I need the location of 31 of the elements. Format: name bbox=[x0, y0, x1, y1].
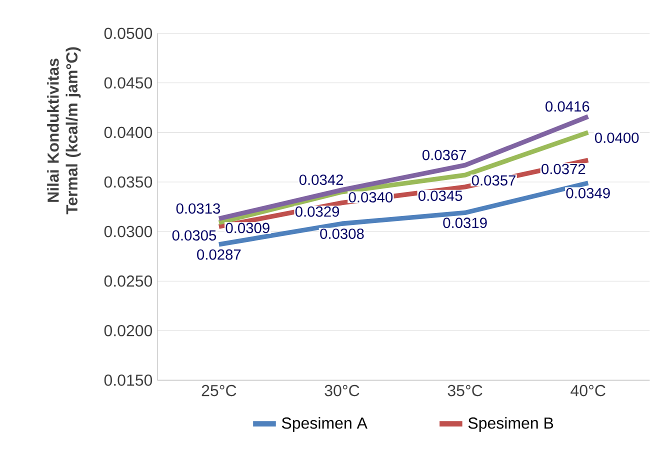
y-tick-label: 0.0500 bbox=[104, 28, 152, 40]
legend-label: Spesimen B bbox=[468, 417, 554, 432]
y-tick-label: 0.0200 bbox=[104, 325, 152, 336]
y-axis-title: Nilai Konduktivitas Termal (kcal/m jam°C) bbox=[47, 47, 81, 214]
data-label: 0.0416 bbox=[546, 101, 590, 112]
y-tick-label: 0.0450 bbox=[104, 77, 152, 89]
data-label: 0.0367 bbox=[422, 150, 466, 160]
y-tick-label: 0.0250 bbox=[104, 275, 152, 287]
y-tick-label: 0.0150 bbox=[104, 374, 152, 386]
x-tick-label: 35°C bbox=[448, 384, 482, 396]
data-label: 0.0287 bbox=[197, 249, 241, 260]
data-label: 0.0345 bbox=[418, 190, 462, 201]
data-label: 0.0329 bbox=[295, 206, 340, 217]
data-label: 0.0349 bbox=[566, 188, 610, 198]
data-label: 0.0342 bbox=[299, 174, 343, 186]
y-tick-label: 0.0400 bbox=[104, 126, 152, 138]
data-label: 0.0357 bbox=[472, 175, 516, 186]
y-tick-label: 0.0350 bbox=[104, 176, 152, 188]
x-tick-label: 40°C bbox=[570, 384, 606, 396]
x-tick-label: 25°C bbox=[202, 384, 236, 396]
data-label: 0.0313 bbox=[176, 203, 220, 214]
data-label: 0.0372 bbox=[542, 164, 586, 174]
data-label: 0.0340 bbox=[348, 192, 393, 202]
data-label: 0.0305 bbox=[172, 230, 216, 241]
x-tick-label: 30°C bbox=[324, 384, 360, 396]
data-label: 0.0308 bbox=[320, 228, 364, 239]
y-tick-label: 0.0300 bbox=[104, 226, 152, 238]
legend-label: Spesimen A bbox=[282, 417, 368, 432]
data-label: 0.0400 bbox=[594, 132, 639, 144]
data-label: 0.0319 bbox=[443, 218, 487, 228]
data-label: 0.0309 bbox=[226, 222, 270, 234]
